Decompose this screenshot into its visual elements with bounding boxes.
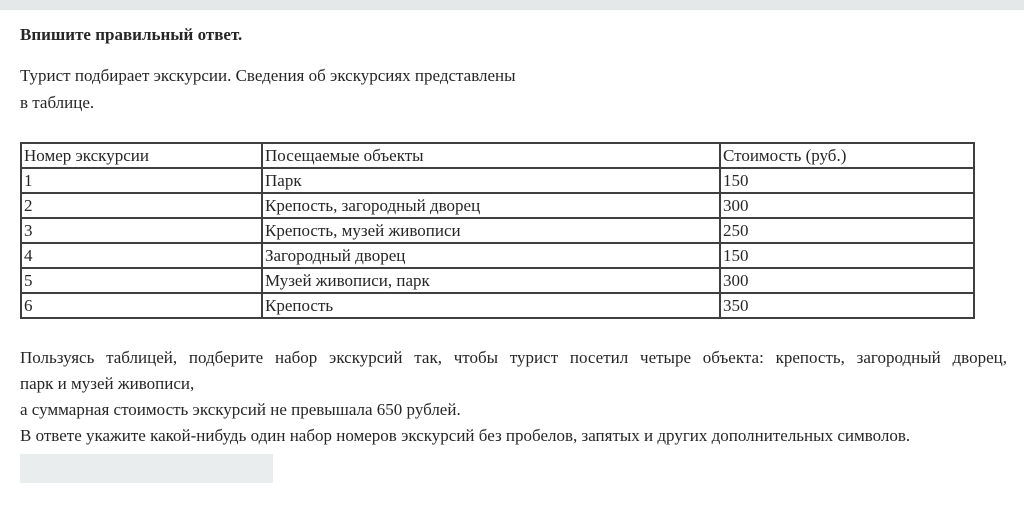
column-header-cost: Стоимость (руб.) <box>720 143 974 168</box>
cell-objects: Музей живописи, парк <box>262 268 720 293</box>
intro-line-1: Турист подбирает экскурсии. Сведения об … <box>20 66 516 85</box>
column-header-number: Номер экскурсии <box>21 143 262 168</box>
task-line-4: В ответе укажите какой-нибудь один набор… <box>20 426 911 445</box>
question-page: Впишите правильный ответ. Турист подбира… <box>0 10 1024 503</box>
intro-line-2: в таблице. <box>20 93 95 112</box>
cell-number: 6 <box>21 293 262 318</box>
table-row: 5 Музей живописи, парк 300 <box>21 268 974 293</box>
task-paragraph: Пользуясь таблицей, подберите набор экск… <box>20 345 1007 449</box>
table-row: 1 Парк 150 <box>21 168 974 193</box>
cell-number: 3 <box>21 218 262 243</box>
cell-number: 4 <box>21 243 262 268</box>
cell-number: 1 <box>21 168 262 193</box>
cell-cost: 250 <box>720 218 974 243</box>
cell-cost: 350 <box>720 293 974 318</box>
table-row: 4 Загородный дворец 150 <box>21 243 974 268</box>
table-row: 3 Крепость, музей живописи 250 <box>21 218 974 243</box>
table-header-row: Номер экскурсии Посещаемые объекты Стоим… <box>21 143 974 168</box>
cell-objects: Загородный дворец <box>262 243 720 268</box>
cell-cost: 300 <box>720 268 974 293</box>
cell-objects: Крепость, музей живописи <box>262 218 720 243</box>
task-line-2: парк и музей живописи, <box>20 374 195 393</box>
table-row: 6 Крепость 350 <box>21 293 974 318</box>
top-bar <box>0 0 1024 10</box>
cell-objects: Крепость, загородный дворец <box>262 193 720 218</box>
table-row: 2 Крепость, загородный дворец 300 <box>21 193 974 218</box>
cell-cost: 150 <box>720 168 974 193</box>
task-line-3: а суммарная стоимость экскурсий не превы… <box>20 400 461 419</box>
cell-cost: 150 <box>720 243 974 268</box>
cell-number: 2 <box>21 193 262 218</box>
cell-objects: Парк <box>262 168 720 193</box>
answer-input[interactable] <box>20 454 273 483</box>
task-line-1: Пользуясь таблицей, подберите набор экск… <box>20 348 1007 367</box>
page-title: Впишите правильный ответ. <box>20 25 243 44</box>
column-header-objects: Посещаемые объекты <box>262 143 720 168</box>
cell-number: 5 <box>21 268 262 293</box>
cell-cost: 300 <box>720 193 974 218</box>
intro-paragraph: Турист подбирает экскурсии. Сведения об … <box>20 62 1007 116</box>
excursions-table: Номер экскурсии Посещаемые объекты Стоим… <box>20 142 975 319</box>
cell-objects: Крепость <box>262 293 720 318</box>
